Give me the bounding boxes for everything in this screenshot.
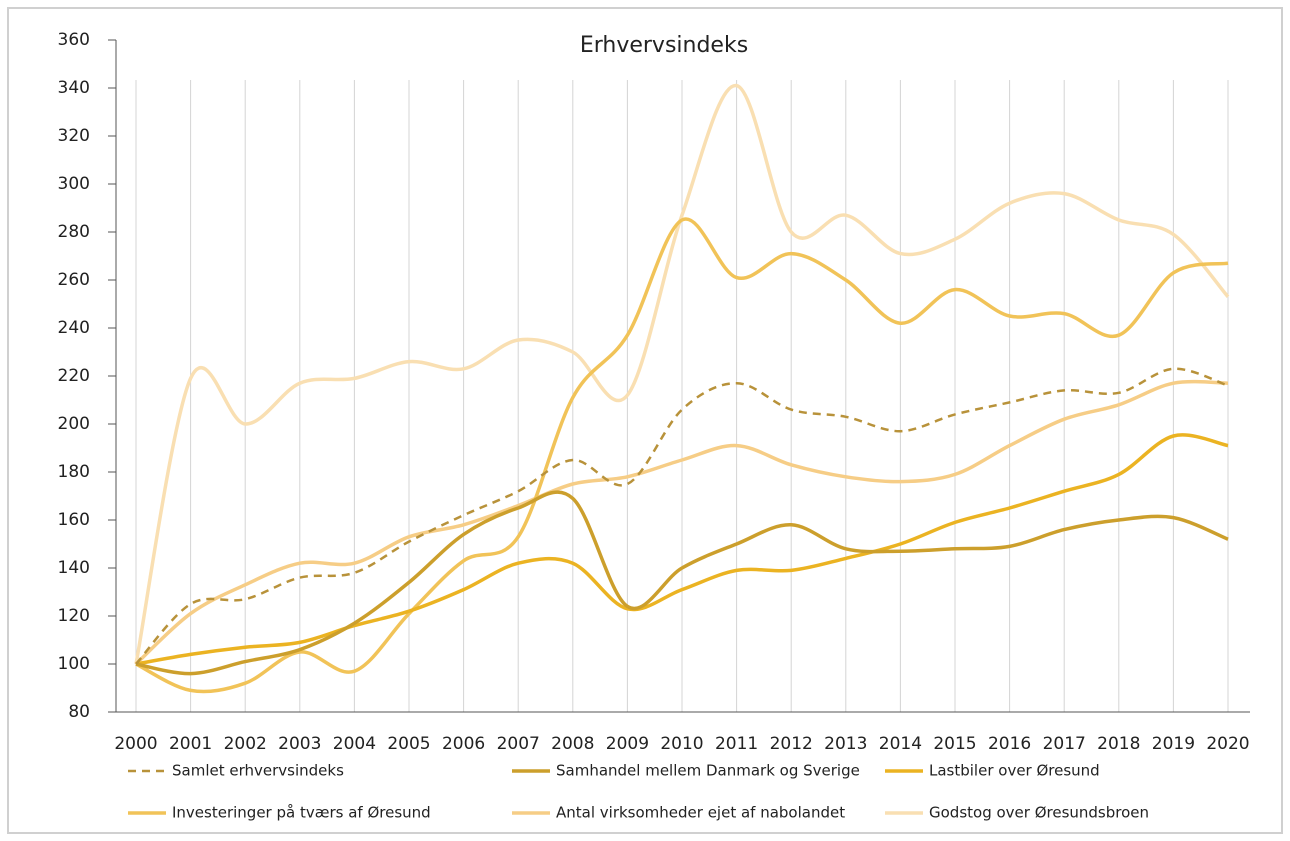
y-tick-label: 200 [58, 414, 90, 434]
chart-frame [7, 7, 1283, 834]
y-tick-label: 340 [58, 78, 90, 98]
legend-label: Samlet erhvervsindeks [172, 762, 344, 780]
x-tick-label: 2018 [1097, 734, 1140, 754]
x-tick-label: 2009 [606, 734, 649, 754]
y-tick-label: 120 [58, 606, 90, 626]
y-tick-label: 100 [58, 654, 90, 674]
x-tick-label: 2012 [770, 734, 813, 754]
legend-label: Lastbiler over Øresund [929, 762, 1100, 780]
x-tick-label: 2019 [1152, 734, 1195, 754]
y-tick-label: 140 [58, 558, 90, 578]
x-tick-label: 2017 [1043, 734, 1086, 754]
x-tick-label: 2010 [660, 734, 703, 754]
y-tick-label: 240 [58, 318, 90, 338]
x-tick-label: 2002 [224, 734, 267, 754]
series-line [135, 433, 1229, 666]
series-line [134, 83, 1230, 665]
series-line [135, 490, 1229, 676]
legend-label: Antal virksomheder ejet af nabolandet [556, 804, 845, 822]
legend-label: Godstog over Øresundsbroen [929, 804, 1149, 822]
series-line [134, 379, 1229, 666]
x-tick-label: 2013 [824, 734, 867, 754]
y-tick-label: 180 [58, 462, 90, 482]
x-tick-label: 2015 [933, 734, 976, 754]
y-tick-label: 220 [58, 366, 90, 386]
legend-label: Investeringer på tværs af Øresund [172, 804, 431, 822]
y-tick-label: 260 [58, 270, 90, 290]
y-tick-label: 320 [58, 126, 90, 146]
chart-title: Erhvervsindeks [580, 33, 748, 58]
y-tick-label: 360 [58, 30, 90, 50]
x-tick-label: 2005 [387, 734, 430, 754]
x-tick-label: 2004 [333, 734, 376, 754]
legend-label: Samhandel mellem Danmark og Sverige [556, 762, 860, 780]
x-tick-label: 2008 [551, 734, 594, 754]
x-tick-label: 2020 [1206, 734, 1249, 754]
x-tick-label: 2001 [169, 734, 212, 754]
y-tick-label: 280 [58, 222, 90, 242]
x-tick-label: 2007 [497, 734, 540, 754]
y-tick-label: 160 [58, 510, 90, 530]
x-tick-label: 2000 [114, 734, 157, 754]
x-tick-label: 2014 [879, 734, 922, 754]
y-tick-label: 300 [58, 174, 90, 194]
x-tick-label: 2016 [988, 734, 1031, 754]
series-line [135, 217, 1229, 694]
x-tick-label: 2011 [715, 734, 758, 754]
x-tick-label: 2003 [278, 734, 321, 754]
y-tick-label: 80 [68, 702, 90, 722]
x-tick-label: 2006 [442, 734, 485, 754]
